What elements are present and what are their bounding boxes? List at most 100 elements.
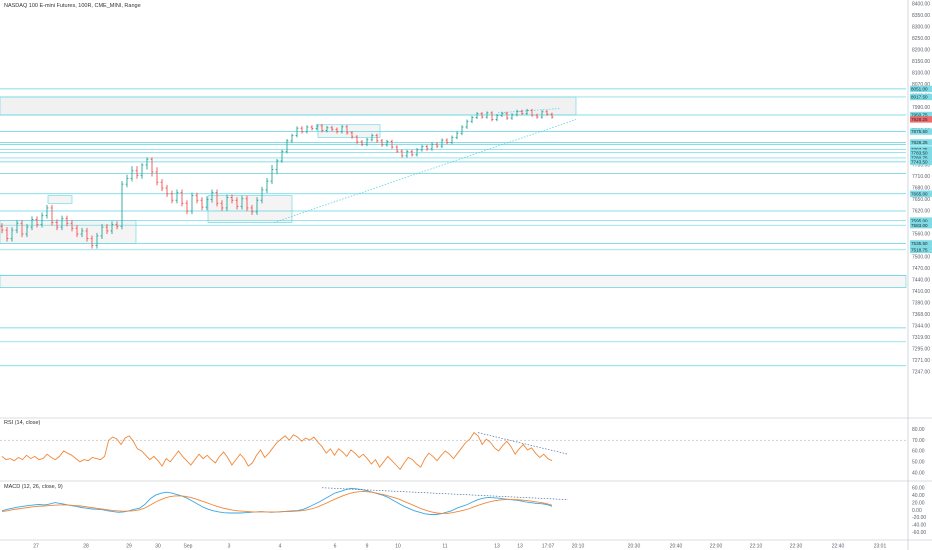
ohlc-bar (435, 142, 439, 148)
ohlc-bar (210, 189, 214, 203)
time-tick-label: 3 (228, 544, 231, 550)
macd-tick-label: 40.00 (912, 493, 925, 499)
level-tag: 7595.00 (910, 217, 932, 224)
ohlc-bar (300, 126, 304, 134)
ohlc-bar (535, 113, 539, 119)
ohlc-bar (55, 219, 59, 231)
ohlc-bar (375, 133, 379, 143)
price-tick-label: 7368.00 (912, 312, 930, 318)
ohlc-bar (270, 165, 274, 185)
ohlc-bar (40, 212, 44, 228)
top-trendline (497, 108, 561, 114)
ohlc-bar (15, 220, 19, 234)
ohlc-bar (425, 144, 429, 151)
ohlc-bar (200, 197, 204, 211)
level-tag-label: 8017.50 (911, 95, 928, 100)
level-tag-label: 7828.25 (911, 140, 928, 145)
ohlc-bar (5, 227, 9, 242)
time-tick-label: 13 (517, 544, 523, 550)
ohlc-bar (245, 195, 249, 211)
rsi-line (1, 431, 553, 471)
ohlc-bar (65, 215, 69, 227)
macd-tick-label: -60.00 (912, 530, 926, 536)
ohlc-bar (185, 200, 189, 215)
level-tag: 7783.50 (910, 149, 932, 156)
macd-tick-label: 0.00 (912, 508, 922, 514)
level-tag-label: 7595.00 (911, 218, 928, 223)
ohlc-bar (80, 227, 84, 238)
ohlc-bar (495, 114, 499, 122)
level-tag-label: 7783.50 (911, 150, 928, 155)
ohlc-bar (480, 112, 484, 119)
ohlc-bar (510, 113, 514, 120)
consolidation-zone (207, 195, 293, 223)
ohlc-bar (230, 194, 234, 204)
price-tick-label: 7295.00 (912, 347, 930, 353)
ohlc-bar (30, 216, 34, 231)
ohlc-bar (385, 139, 389, 147)
ohlc-bar (460, 125, 464, 136)
price-tick-label: 8300.00 (912, 25, 930, 31)
ohlc-bar (485, 111, 489, 119)
level-tag-box (910, 128, 932, 135)
time-tick-label: 20:10 (572, 544, 585, 550)
time-tick-label: 27 (33, 544, 39, 550)
level-tag-box (910, 221, 932, 229)
ohlc-bar (170, 190, 174, 204)
level-tag: 7928.25 (910, 116, 932, 123)
price-tick-label: 8350.00 (912, 13, 930, 19)
ohlc-bar (320, 124, 324, 133)
level-tag: 7760.75 (910, 154, 932, 162)
level-tag-label: 7665.00 (911, 191, 928, 196)
ohlc-bar (325, 125, 329, 133)
ohlc-bar (355, 135, 359, 144)
level-tag: 7518.75 (910, 246, 932, 254)
ohlc-bar (75, 225, 79, 238)
ohlc-bar (140, 163, 144, 179)
time-tick-label: 10 (395, 544, 401, 550)
time-axis[interactable]: 27 28 29 30 Sep 3 4 6 9 10 11 13 13 17:07 20:10 20:30 20… (33, 544, 886, 550)
price-tick-label: 8250.00 (912, 36, 930, 42)
ohlc-bar (455, 131, 459, 140)
ohlc-bar (90, 235, 94, 249)
ohlc-bar (285, 139, 289, 154)
ohlc-bar-layer (0, 108, 554, 249)
ohlc-bar (250, 204, 254, 215)
ohlc-bar (365, 137, 369, 147)
time-tick-label: 29 (126, 544, 132, 550)
ohlc-bar (255, 197, 259, 215)
price-tick-label: 8150.00 (912, 59, 930, 65)
price-tick-label: 8070.00 (912, 82, 930, 88)
ohlc-bar (545, 110, 549, 116)
ohlc-bar (410, 149, 414, 157)
level-tag: 7535.50 (910, 240, 932, 247)
level-tag-box (910, 158, 932, 166)
price-tick-label: 7990.00 (912, 105, 930, 111)
time-tick-label: 13 (494, 544, 500, 550)
ohlc-bar (180, 189, 184, 207)
level-tag-label: 7583.00 (911, 223, 928, 228)
ohlc-bar (515, 109, 519, 117)
price-tick-label: 7500.00 (912, 255, 930, 261)
ohlc-bar (390, 139, 394, 149)
rsi-pane: 80.00 70.00 60.00 50.00 40.00 (0, 427, 925, 476)
ohlc-bar (205, 196, 209, 211)
ohlc-bar (340, 124, 344, 134)
macd-tick-label: 20.00 (912, 500, 925, 506)
ohlc-bar (155, 167, 159, 186)
ohlc-bar (260, 186, 264, 204)
price-tick-label: 7730.00 (912, 163, 930, 169)
ohlc-bar (335, 127, 339, 134)
ohlc-bar (540, 110, 544, 119)
level-tag: 8051.00 (910, 85, 932, 93)
rsi-tick-label: 60.00 (912, 449, 925, 455)
ohlc-bar (220, 200, 224, 211)
small-zone (47, 195, 73, 204)
ohlc-bar (405, 149, 409, 158)
resistance-zone (0, 96, 577, 116)
level-tag-box (910, 146, 932, 153)
ohlc-bar (430, 142, 434, 151)
ohlc-bar (420, 144, 424, 152)
